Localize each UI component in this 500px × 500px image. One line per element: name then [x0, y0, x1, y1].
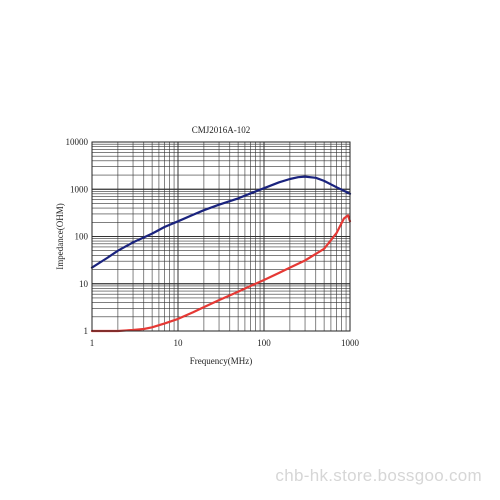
tick-labels: 1 10 100 1000 1 10 100 1000 10000 — [66, 137, 360, 348]
series-line-2 — [90, 214, 352, 333]
y-tick-label: 1 — [84, 326, 89, 336]
watermark-text: chb-hk.store.bossgoo.com — [275, 466, 482, 485]
chart-grid — [91, 141, 351, 332]
plot-frame — [91, 141, 351, 332]
y-tick-label: 100 — [75, 232, 89, 242]
x-tick-label: 1000 — [341, 338, 360, 348]
series-layer — [90, 175, 352, 333]
y-tick-label: 10 — [79, 279, 89, 289]
x-axis-label: Frequency(MHz) — [190, 356, 252, 366]
y-tick-label: 10000 — [66, 137, 89, 147]
x-tick-label: 10 — [174, 338, 184, 348]
x-tick-label: 100 — [257, 338, 271, 348]
y-axis-label: Impedance(OHM) — [55, 203, 65, 269]
y-tick-label: 1000 — [70, 184, 89, 194]
series-line-1 — [90, 175, 352, 269]
x-tick-label: 1 — [90, 338, 95, 348]
chart-title: CMJ2016A-102 — [192, 125, 251, 135]
